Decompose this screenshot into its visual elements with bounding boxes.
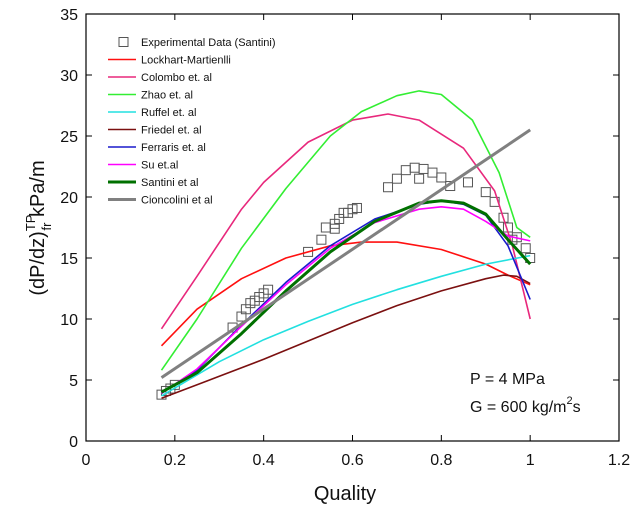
legend-label: Santini et al (141, 177, 198, 189)
annotation-text: G = 600 kg/m (470, 399, 567, 416)
series-line (160, 90, 531, 371)
legend-label: Colombo et. al (141, 72, 212, 84)
series-line (160, 241, 531, 347)
y-label-sub: fr (39, 222, 54, 231)
series-line (160, 199, 532, 394)
legend-symbol (118, 37, 129, 47)
data-point (320, 222, 331, 233)
plot-frame (85, 13, 620, 442)
x-axis-label: Quality (314, 483, 376, 505)
y-tick-label: 15 (60, 251, 78, 268)
y-axis-label: (dP/dz)TPfr kPa/m (23, 160, 54, 295)
x-tick-label: 0.6 (341, 452, 363, 469)
legend-label: Ruffel et. al (141, 107, 196, 119)
y-tick-label: 10 (60, 312, 78, 329)
legend-label: Lockhart-Martienlli (141, 55, 231, 67)
y-tick-label: 20 (60, 190, 78, 207)
y-tick-label: 25 (60, 129, 78, 146)
x-tick-label: 0.2 (164, 452, 186, 469)
annotation-sup: 2 (567, 395, 573, 407)
y-tick-label: 0 (69, 434, 78, 451)
annotation-tail: s (573, 399, 581, 416)
y-tick-label: 30 (60, 68, 78, 85)
data-point (427, 167, 438, 178)
data-point (436, 172, 447, 183)
legend-label: Zhao et. al (141, 90, 193, 102)
y-tick-label: 35 (60, 7, 78, 24)
annotation: P = 4 MPa (470, 371, 545, 388)
data-point (409, 162, 420, 173)
x-tick-label: 0.8 (430, 452, 452, 469)
series-line (160, 113, 531, 330)
series-line (161, 274, 531, 400)
x-tick-label: 0.4 (253, 452, 275, 469)
x-tick-label: 1 (526, 452, 535, 469)
data-point (351, 202, 362, 213)
data-point (414, 173, 425, 184)
legend-label: Experimental Data (Santini) (141, 37, 276, 49)
data-point (498, 212, 509, 223)
data-point (383, 182, 394, 193)
y-label-unit: kPa/m (27, 160, 49, 222)
series-line (161, 206, 531, 395)
data-point (400, 165, 411, 176)
y-tick-label: 5 (69, 373, 78, 390)
x-tick-label: 0 (82, 452, 91, 469)
x-tick-label: 1.2 (608, 452, 630, 469)
data-point (418, 163, 429, 174)
legend-label: Ferraris et. al (141, 142, 206, 154)
data-point (303, 246, 314, 257)
data-point (329, 223, 340, 234)
data-point (462, 177, 473, 188)
data-point (520, 243, 531, 254)
data-point (316, 234, 327, 245)
data-point (480, 187, 491, 198)
annotation: G = 600 kg/m2s (470, 395, 581, 416)
series-line (160, 128, 532, 379)
data-point (391, 173, 402, 184)
data-point (489, 196, 500, 207)
y-label-main: (dP/dz) (27, 231, 49, 295)
series-line (161, 254, 531, 397)
legend-label: Cioncolini et al (141, 195, 213, 207)
data-point (263, 284, 274, 295)
legend-label: Friedel et. al (141, 125, 202, 137)
legend-label: Su et.al (141, 160, 178, 172)
y-label-sup: TP (23, 215, 38, 232)
series-line (161, 199, 531, 395)
